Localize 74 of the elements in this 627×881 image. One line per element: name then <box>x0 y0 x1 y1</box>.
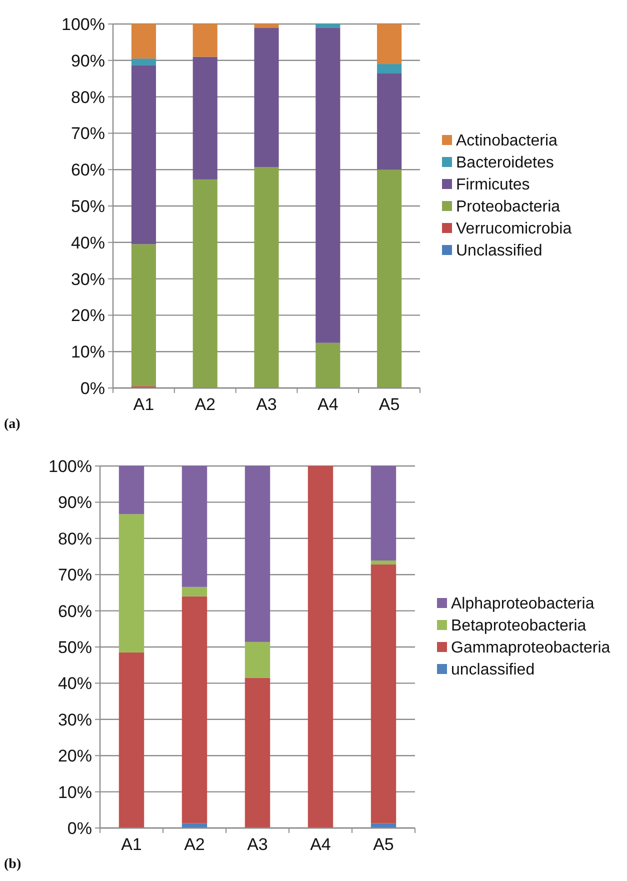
bar <box>131 65 156 244</box>
bar <box>118 466 144 514</box>
bar <box>377 64 402 74</box>
y-tick-label: 20% <box>58 746 92 766</box>
legend-label: Betaproteobacteria <box>451 618 586 635</box>
x-tick-label: A4 <box>310 835 331 854</box>
x-tick-label: A5 <box>373 835 394 854</box>
legend-label: Gammaproteobacteria <box>451 640 610 657</box>
x-tick-label: A1 <box>121 835 142 854</box>
bar <box>118 514 144 652</box>
legend-label: unclassified <box>451 662 535 679</box>
x-tick-label: A2 <box>194 395 216 414</box>
bar <box>131 244 156 386</box>
bar <box>131 58 156 66</box>
bar <box>316 28 340 343</box>
bar <box>370 466 396 560</box>
y-tick-label: 50% <box>58 638 92 657</box>
x-tick-label: A1 <box>133 395 154 414</box>
bar <box>377 74 402 170</box>
text: (a) <box>4 417 21 432</box>
bar <box>370 560 396 564</box>
legend-label: Unclassified <box>456 242 542 260</box>
x-tick-label: A4 <box>318 395 338 414</box>
x-tick-label: A2 <box>184 835 205 854</box>
x-tick-label: A5 <box>378 395 400 414</box>
y-tick-label: 60% <box>58 602 92 621</box>
y-tick-label: 30% <box>70 270 105 289</box>
y-tick-label: 40% <box>58 674 92 694</box>
y-tick-label: 80% <box>58 529 92 548</box>
bar <box>254 28 279 168</box>
y-tick-label: 30% <box>58 710 92 730</box>
y-tick-label: 10% <box>70 342 105 362</box>
bar <box>244 678 270 828</box>
legend-label: Bacteroidetes <box>456 154 554 172</box>
x-tick-label: A3 <box>256 395 277 414</box>
legend-label: Proteobacteria <box>456 198 560 216</box>
y-tick-label: 60% <box>70 160 105 180</box>
text: (b) <box>4 857 22 872</box>
legend-label: Verrucomicrobia <box>456 220 572 238</box>
legend-label: Alphaproteobacteria <box>451 596 594 613</box>
bar <box>308 466 334 828</box>
y-tick-label: 80% <box>70 88 105 107</box>
bar <box>244 642 270 678</box>
bar <box>182 466 208 587</box>
y-tick-label: 70% <box>58 566 92 585</box>
bar <box>192 24 218 57</box>
bar <box>192 179 218 388</box>
y-tick-label: 10% <box>58 782 92 802</box>
bar <box>316 342 340 388</box>
y-tick-label: 40% <box>70 233 105 252</box>
bar <box>377 170 402 388</box>
y-tick-label: 100% <box>62 14 105 34</box>
bar <box>182 586 208 596</box>
bar <box>244 466 270 642</box>
y-tick-label: 100% <box>48 456 92 476</box>
bar <box>192 56 218 180</box>
y-tick-label: 0% <box>67 818 92 838</box>
legend-label: Actinobacteria <box>456 132 558 150</box>
y-tick-label: 20% <box>70 306 105 326</box>
bar <box>316 24 340 28</box>
bar <box>377 24 402 64</box>
bar <box>254 167 279 388</box>
y-tick-label: 90% <box>58 493 92 512</box>
y-tick-label: 50% <box>70 196 105 216</box>
y-tick-label: 0% <box>80 378 105 398</box>
bar <box>118 652 144 828</box>
bar <box>370 564 396 824</box>
bar <box>131 24 156 59</box>
y-tick-label: 90% <box>70 51 105 70</box>
x-tick-label: A3 <box>247 835 268 854</box>
legend-label: Firmicutes <box>456 176 530 194</box>
bar <box>182 596 208 824</box>
bar <box>254 24 279 28</box>
y-tick-label: 70% <box>70 124 105 144</box>
